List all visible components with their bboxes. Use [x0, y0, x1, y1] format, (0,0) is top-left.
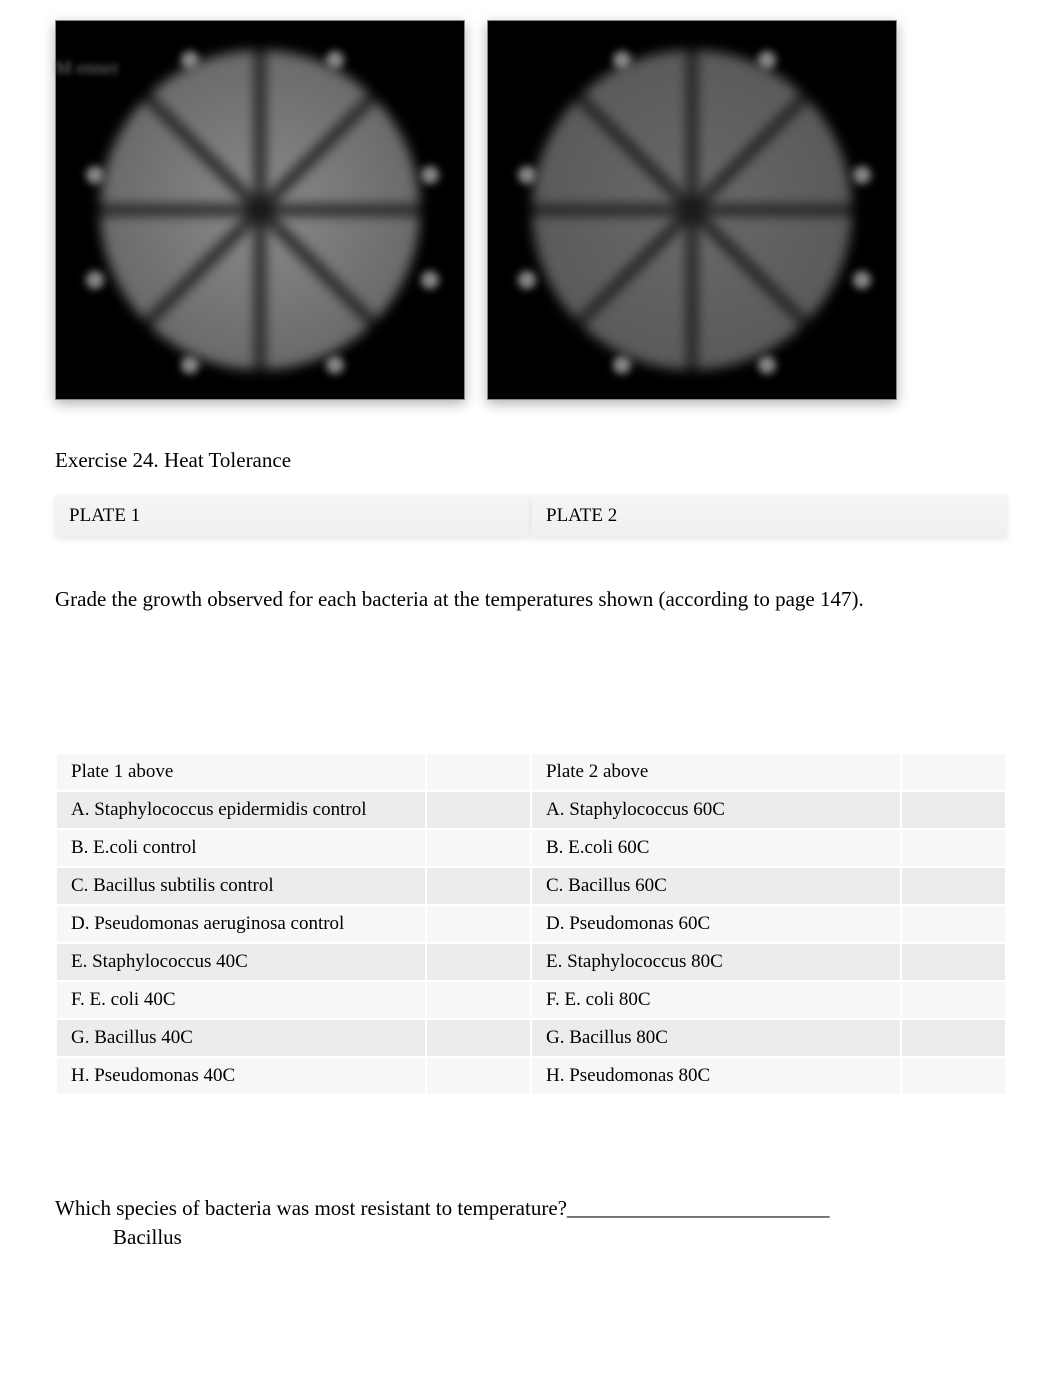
right-label-cell: B. E.coli 60C [532, 830, 900, 866]
right-value-cell [902, 830, 1005, 866]
left-value-cell [427, 906, 530, 942]
right-label-cell: D. Pseudomonas 60C [532, 906, 900, 942]
right-value-cell [902, 906, 1005, 942]
left-value-cell [427, 982, 530, 1018]
plate-images-row [55, 20, 1007, 430]
section-marker [518, 166, 536, 184]
right-label-cell: A. Staphylococcus 60C [532, 792, 900, 828]
table-row: B. E.coli control B. E.coli 60C [57, 830, 1005, 866]
table-row: D. Pseudomonas aeruginosa control D. Pseu… [57, 906, 1005, 942]
plate-2-label: PLATE 2 [532, 495, 1007, 537]
left-label-cell: G. Bacillus 40C [57, 1020, 425, 1056]
left-value-cell [427, 754, 530, 790]
question-prompt: Which species of bacteria was most resis… [55, 1196, 567, 1220]
section-marker [518, 271, 536, 289]
right-label-cell: Plate 2 above [532, 754, 900, 790]
section-marker [326, 51, 344, 69]
section-marker [758, 356, 776, 374]
exercise-title: Exercise 24. Heat Tolerance [55, 448, 1007, 473]
right-value-cell [902, 982, 1005, 1018]
plate-labels-row: PLATE 1 PLATE 2 [55, 495, 1007, 537]
left-value-cell [427, 830, 530, 866]
table-row: E. Staphylococcus 40C E. Staphylococcus 8… [57, 944, 1005, 980]
right-value-cell [902, 754, 1005, 790]
plate-2-dish [532, 50, 852, 370]
right-value-cell [902, 792, 1005, 828]
section-marker [613, 51, 631, 69]
left-value-cell [427, 792, 530, 828]
table-row: C. Bacillus subtilis control C. Bacillus … [57, 868, 1005, 904]
section-marker [421, 271, 439, 289]
left-label-cell: A. Staphylococcus epidermidis control [57, 792, 425, 828]
plate-image-1-container [55, 20, 465, 430]
section-marker [86, 271, 104, 289]
left-label-cell: C. Bacillus subtilis control [57, 868, 425, 904]
right-label-cell: F. E. coli 80C [532, 982, 900, 1018]
section-marker [421, 166, 439, 184]
right-label-cell: G. Bacillus 80C [532, 1020, 900, 1056]
answer-text: Bacillus [55, 1225, 1007, 1250]
section-marker [758, 51, 776, 69]
plate-1-dish [100, 50, 420, 370]
right-value-cell [902, 1058, 1005, 1094]
left-value-cell [427, 944, 530, 980]
left-label-cell: D. Pseudomonas aeruginosa control [57, 906, 425, 942]
left-label-cell: Plate 1 above [57, 754, 425, 790]
table-row: Plate 1 above Plate 2 above [57, 754, 1005, 790]
left-value-cell [427, 1058, 530, 1094]
left-value-cell [427, 1020, 530, 1056]
section-marker [181, 356, 199, 374]
section-marker [853, 166, 871, 184]
left-value-cell [427, 868, 530, 904]
plate-1-caption [55, 408, 465, 430]
table-row: G. Bacillus 40C G. Bacillus 80C [57, 1020, 1005, 1056]
section-marker [613, 356, 631, 374]
section-marker [181, 51, 199, 69]
plate-2-caption [487, 408, 897, 430]
section-marker [86, 166, 104, 184]
growth-grading-table: Plate 1 abovePlate 2 aboveA. Staphylococ… [55, 752, 1007, 1096]
left-label-cell: E. Staphylococcus 40C [57, 944, 425, 980]
left-label-cell: F. E. coli 40C [57, 982, 425, 1018]
section-marker [853, 271, 871, 289]
table-row: H. Pseudomonas 40C H. Pseudomonas 80C [57, 1058, 1005, 1094]
instruction-text: Grade the growth observed for each bacte… [55, 587, 1007, 612]
plate-image-2 [487, 20, 897, 400]
right-label-cell: E. Staphylococcus 80C [532, 944, 900, 980]
section-marker [326, 356, 344, 374]
right-label-cell: H. Pseudomonas 80C [532, 1058, 900, 1094]
right-label-cell: C. Bacillus 60C [532, 868, 900, 904]
question-text: Which species of bacteria was most resis… [55, 1196, 1007, 1221]
plate-1-label: PLATE 1 [55, 495, 530, 537]
table-row: F. E. coli 40C F. E. coli 80C [57, 982, 1005, 1018]
left-label-cell: B. E.coli control [57, 830, 425, 866]
plate-image-2-container [487, 20, 897, 430]
right-value-cell [902, 1020, 1005, 1056]
right-value-cell [902, 944, 1005, 980]
answer-blank-line: _________________________ [567, 1196, 830, 1220]
left-label-cell: H. Pseudomonas 40C [57, 1058, 425, 1094]
right-value-cell [902, 868, 1005, 904]
table-row: A. Staphylococcus epidermidis control A. … [57, 792, 1005, 828]
watermark-text: M enner [55, 58, 119, 80]
